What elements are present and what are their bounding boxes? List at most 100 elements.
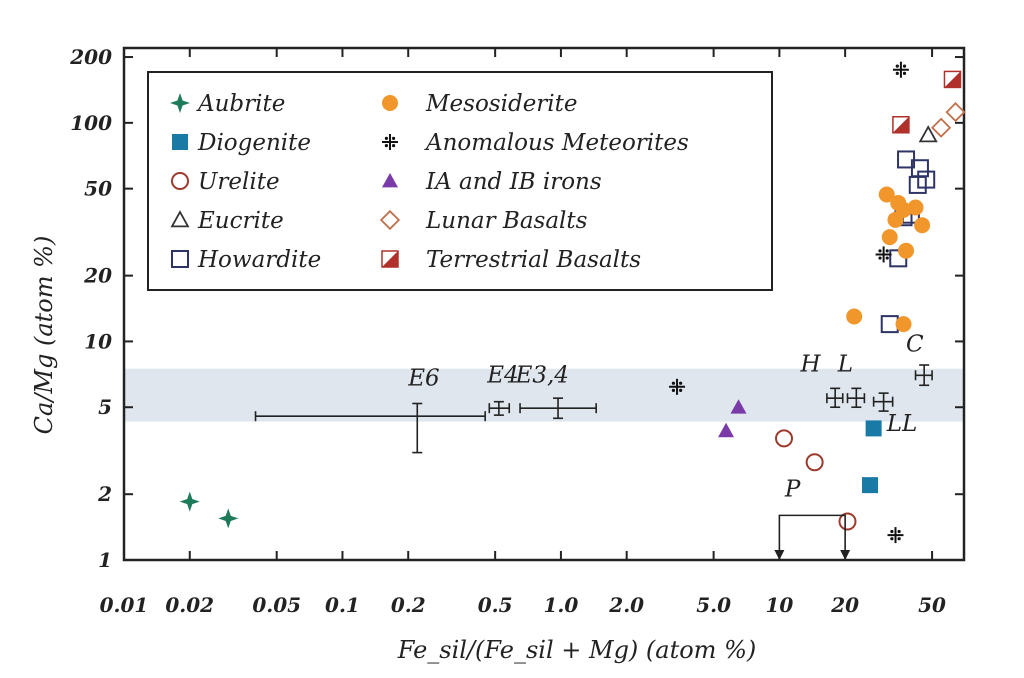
series-mesosiderite <box>846 186 931 333</box>
data-points <box>179 61 966 544</box>
p-label: P <box>784 477 801 503</box>
error-bar-h: H <box>800 351 844 409</box>
data-point <box>907 199 924 216</box>
data-point <box>945 102 966 123</box>
data-point <box>838 512 857 531</box>
legend-label: Anomalous Meteorites <box>424 130 689 156</box>
data-point-dot <box>902 64 907 68</box>
legend-marker <box>382 134 398 150</box>
data-point <box>892 61 909 78</box>
p-arrow <box>774 550 785 560</box>
y-tick-label: 10 <box>84 329 112 353</box>
series-anomalous-meteorites <box>669 61 909 544</box>
data-point-dot <box>895 71 899 75</box>
series-aubrite <box>179 491 239 529</box>
data-point <box>805 453 824 472</box>
x-tick-label: 0.02 <box>165 593 214 617</box>
series-ia-and-ib-irons <box>718 399 747 438</box>
legend-marker <box>382 95 398 111</box>
series-eucrite <box>918 125 938 143</box>
x-tick-label: 0.01 <box>100 593 149 617</box>
data-point <box>892 116 910 134</box>
legend-label: Eucrite <box>197 208 284 234</box>
legend-marker <box>172 134 188 150</box>
data-point <box>908 175 927 194</box>
legend-item-urelite: Urelite <box>171 169 280 195</box>
legend-box <box>147 71 773 291</box>
data-point-fill <box>944 71 961 88</box>
plot-frame <box>122 46 966 562</box>
legend-marker-fill <box>382 251 398 267</box>
data-point-dot <box>671 388 676 393</box>
legend-label: Urelite <box>198 169 280 195</box>
x-tick-label: 2.0 <box>608 593 644 617</box>
legend-label: Howardite <box>197 247 321 273</box>
plot-border <box>122 46 966 562</box>
p-arrow <box>840 550 851 560</box>
error-bar-label: L <box>837 351 853 377</box>
data-point <box>887 527 904 544</box>
y-tick-label: 20 <box>83 264 112 288</box>
legend-label: Diogenite <box>197 130 311 156</box>
legend-marker <box>170 93 190 113</box>
data-point-fill <box>892 116 909 133</box>
data-point-dot <box>885 249 889 253</box>
legend-item-eucrite: Eucrite <box>170 208 284 234</box>
legend-marker <box>171 172 189 190</box>
data-point <box>914 217 931 234</box>
data-point <box>881 229 898 246</box>
legend-marker-dot <box>384 136 388 140</box>
y-tick-label: 5 <box>98 395 112 419</box>
data-point-dot <box>890 529 894 534</box>
error-bar-label: H <box>800 351 822 377</box>
data-point <box>730 399 747 414</box>
error-bar-label: C <box>906 331 924 357</box>
x-axis-title: Fe_sil/(Fe_sil + Mg) (atom %) <box>397 636 757 664</box>
data-point-dot <box>890 537 894 541</box>
p-bracket <box>778 514 846 552</box>
error-bar-e4: E4 <box>486 362 519 416</box>
series-urelite <box>775 429 857 531</box>
legend-item-mesosiderite: Mesosiderite <box>382 91 578 117</box>
data-point <box>918 125 938 143</box>
data-point <box>846 308 863 325</box>
x-tick-label: 0.5 <box>478 593 513 617</box>
y-tick-label: 100 <box>70 111 112 135</box>
data-point <box>898 242 915 259</box>
data-point <box>880 315 899 334</box>
data-point <box>669 378 686 395</box>
legend-item-terrestrial-basalts: Terrestrial Basalts <box>381 247 641 273</box>
data-point <box>775 429 794 448</box>
axis-ticks: 0.01 0.02 0.05 0.1 0.2 0.5 1.0 2.0 5.0 10 20 50 1 2 5 1… <box>69 45 964 617</box>
y-tick-label: 200 <box>69 45 112 69</box>
x-tick-label: 0.05 <box>252 593 301 617</box>
legend: Aubrite Diogenite Urelite Eucrite Howardite M… <box>147 71 773 291</box>
data-point <box>931 117 952 138</box>
legend-marker <box>171 250 189 268</box>
y-tick-label: 50 <box>84 177 112 201</box>
data-point-dot <box>902 71 907 75</box>
data-point-dot <box>671 381 676 385</box>
error-bar-l: L <box>837 351 866 409</box>
legend-item-ia-and-ib-irons: IA and IB irons <box>382 169 602 195</box>
data-point <box>943 70 962 89</box>
x-tick-label: 20 <box>830 593 859 617</box>
annotations: P <box>774 477 851 560</box>
error-bar-label: E3,4 <box>515 362 569 388</box>
data-point-dot <box>895 64 899 68</box>
data-point <box>179 491 200 512</box>
data-point-dot <box>679 381 683 385</box>
data-point <box>862 477 879 494</box>
legend-label: Terrestrial Basalts <box>426 247 641 273</box>
y-tick-label: 2 <box>97 482 112 506</box>
chondrite-band <box>124 368 964 422</box>
annotation-p: P <box>774 477 851 560</box>
band-rect <box>124 368 964 422</box>
error-bar-e34: E3,4 <box>515 362 597 420</box>
error-bar-label: LL <box>886 411 918 437</box>
data-point <box>887 211 904 228</box>
legend-item-aubrite: Aubrite <box>170 91 285 117</box>
data-point-dot <box>897 537 901 541</box>
x-tick-label: 0.1 <box>325 593 360 617</box>
